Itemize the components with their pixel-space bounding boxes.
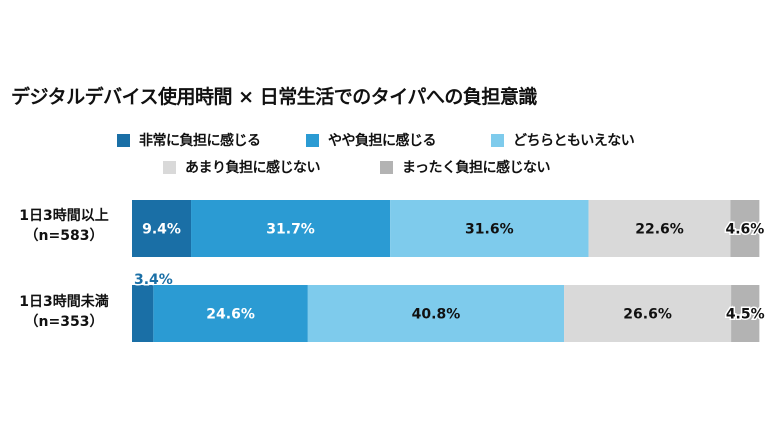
row-label-1-line1: 1日3時間未満: [19, 294, 109, 310]
legend-label-0: 非常に負担に感じる: [139, 133, 261, 149]
row-label-0: 1日3時間以上 （n=583）: [0, 206, 128, 246]
bar-segment-1-3: [564, 285, 732, 342]
row-label-0-line2: （n=583）: [24, 228, 104, 244]
value-label-1-3: 26.6%: [623, 307, 672, 323]
row-label-1-line2: （n=353）: [24, 314, 104, 330]
value-label-1-1: 24.6%: [206, 307, 255, 323]
value-label-1-0: 3.4%: [134, 272, 173, 288]
bar-segment-0-0: [132, 200, 192, 257]
bar-segment-1-1: [153, 285, 308, 342]
bar-segment-0-4: [730, 200, 760, 257]
legend-label-1: やや負担に感じる: [328, 133, 437, 149]
bar-segment-0-3: [588, 200, 731, 257]
legend-swatch-0: [117, 133, 130, 147]
row-label-1: 1日3時間未満 （n=353）: [0, 292, 128, 332]
value-label-0-1: 31.7%: [266, 222, 315, 238]
bar-segment-1-4: [731, 285, 760, 342]
legend-swatch-3: [163, 160, 176, 174]
legend: 非常に負担に感じる やや負担に感じる どちらともいえないあまり負担に感じない まったく…: [0, 130, 770, 180]
legend-item-2: どちらともいえない: [491, 130, 635, 150]
legend-label-2: どちらともいえない: [513, 133, 635, 149]
value-label-0-0: 9.4%: [142, 222, 181, 238]
value-label-0-2: 31.6%: [465, 222, 514, 238]
row-label-0-line1: 1日3時間以上: [19, 208, 109, 224]
value-label-0-4: 4.6%: [726, 222, 765, 238]
legend-label-3: あまり負担に感じない: [185, 160, 321, 176]
legend-swatch-1: [306, 133, 319, 147]
bar-segment-1-0: [132, 285, 154, 342]
bar-segment-0-1: [191, 200, 391, 257]
value-label-1-2: 40.8%: [412, 307, 461, 323]
legend-item-0: 非常に負担に感じる: [117, 130, 261, 150]
legend-label-4: まったく負担に感じない: [402, 160, 550, 176]
legend-swatch-4: [380, 160, 393, 174]
chart-title: デジタルデバイス使用時間 × 日常生活でのタイパへの負担意識: [11, 86, 537, 108]
legend-item-1: やや負担に感じる: [306, 130, 437, 150]
bar-segment-0-2: [390, 200, 589, 257]
value-label-1-4: 4.5%: [726, 307, 765, 323]
legend-swatch-2: [491, 133, 504, 147]
value-label-0-3: 22.6%: [635, 222, 684, 238]
legend-item-4: まったく負担に感じない: [380, 157, 550, 177]
legend-item-3: あまり負担に感じない: [163, 157, 321, 177]
bar-segment-1-2: [307, 285, 565, 342]
